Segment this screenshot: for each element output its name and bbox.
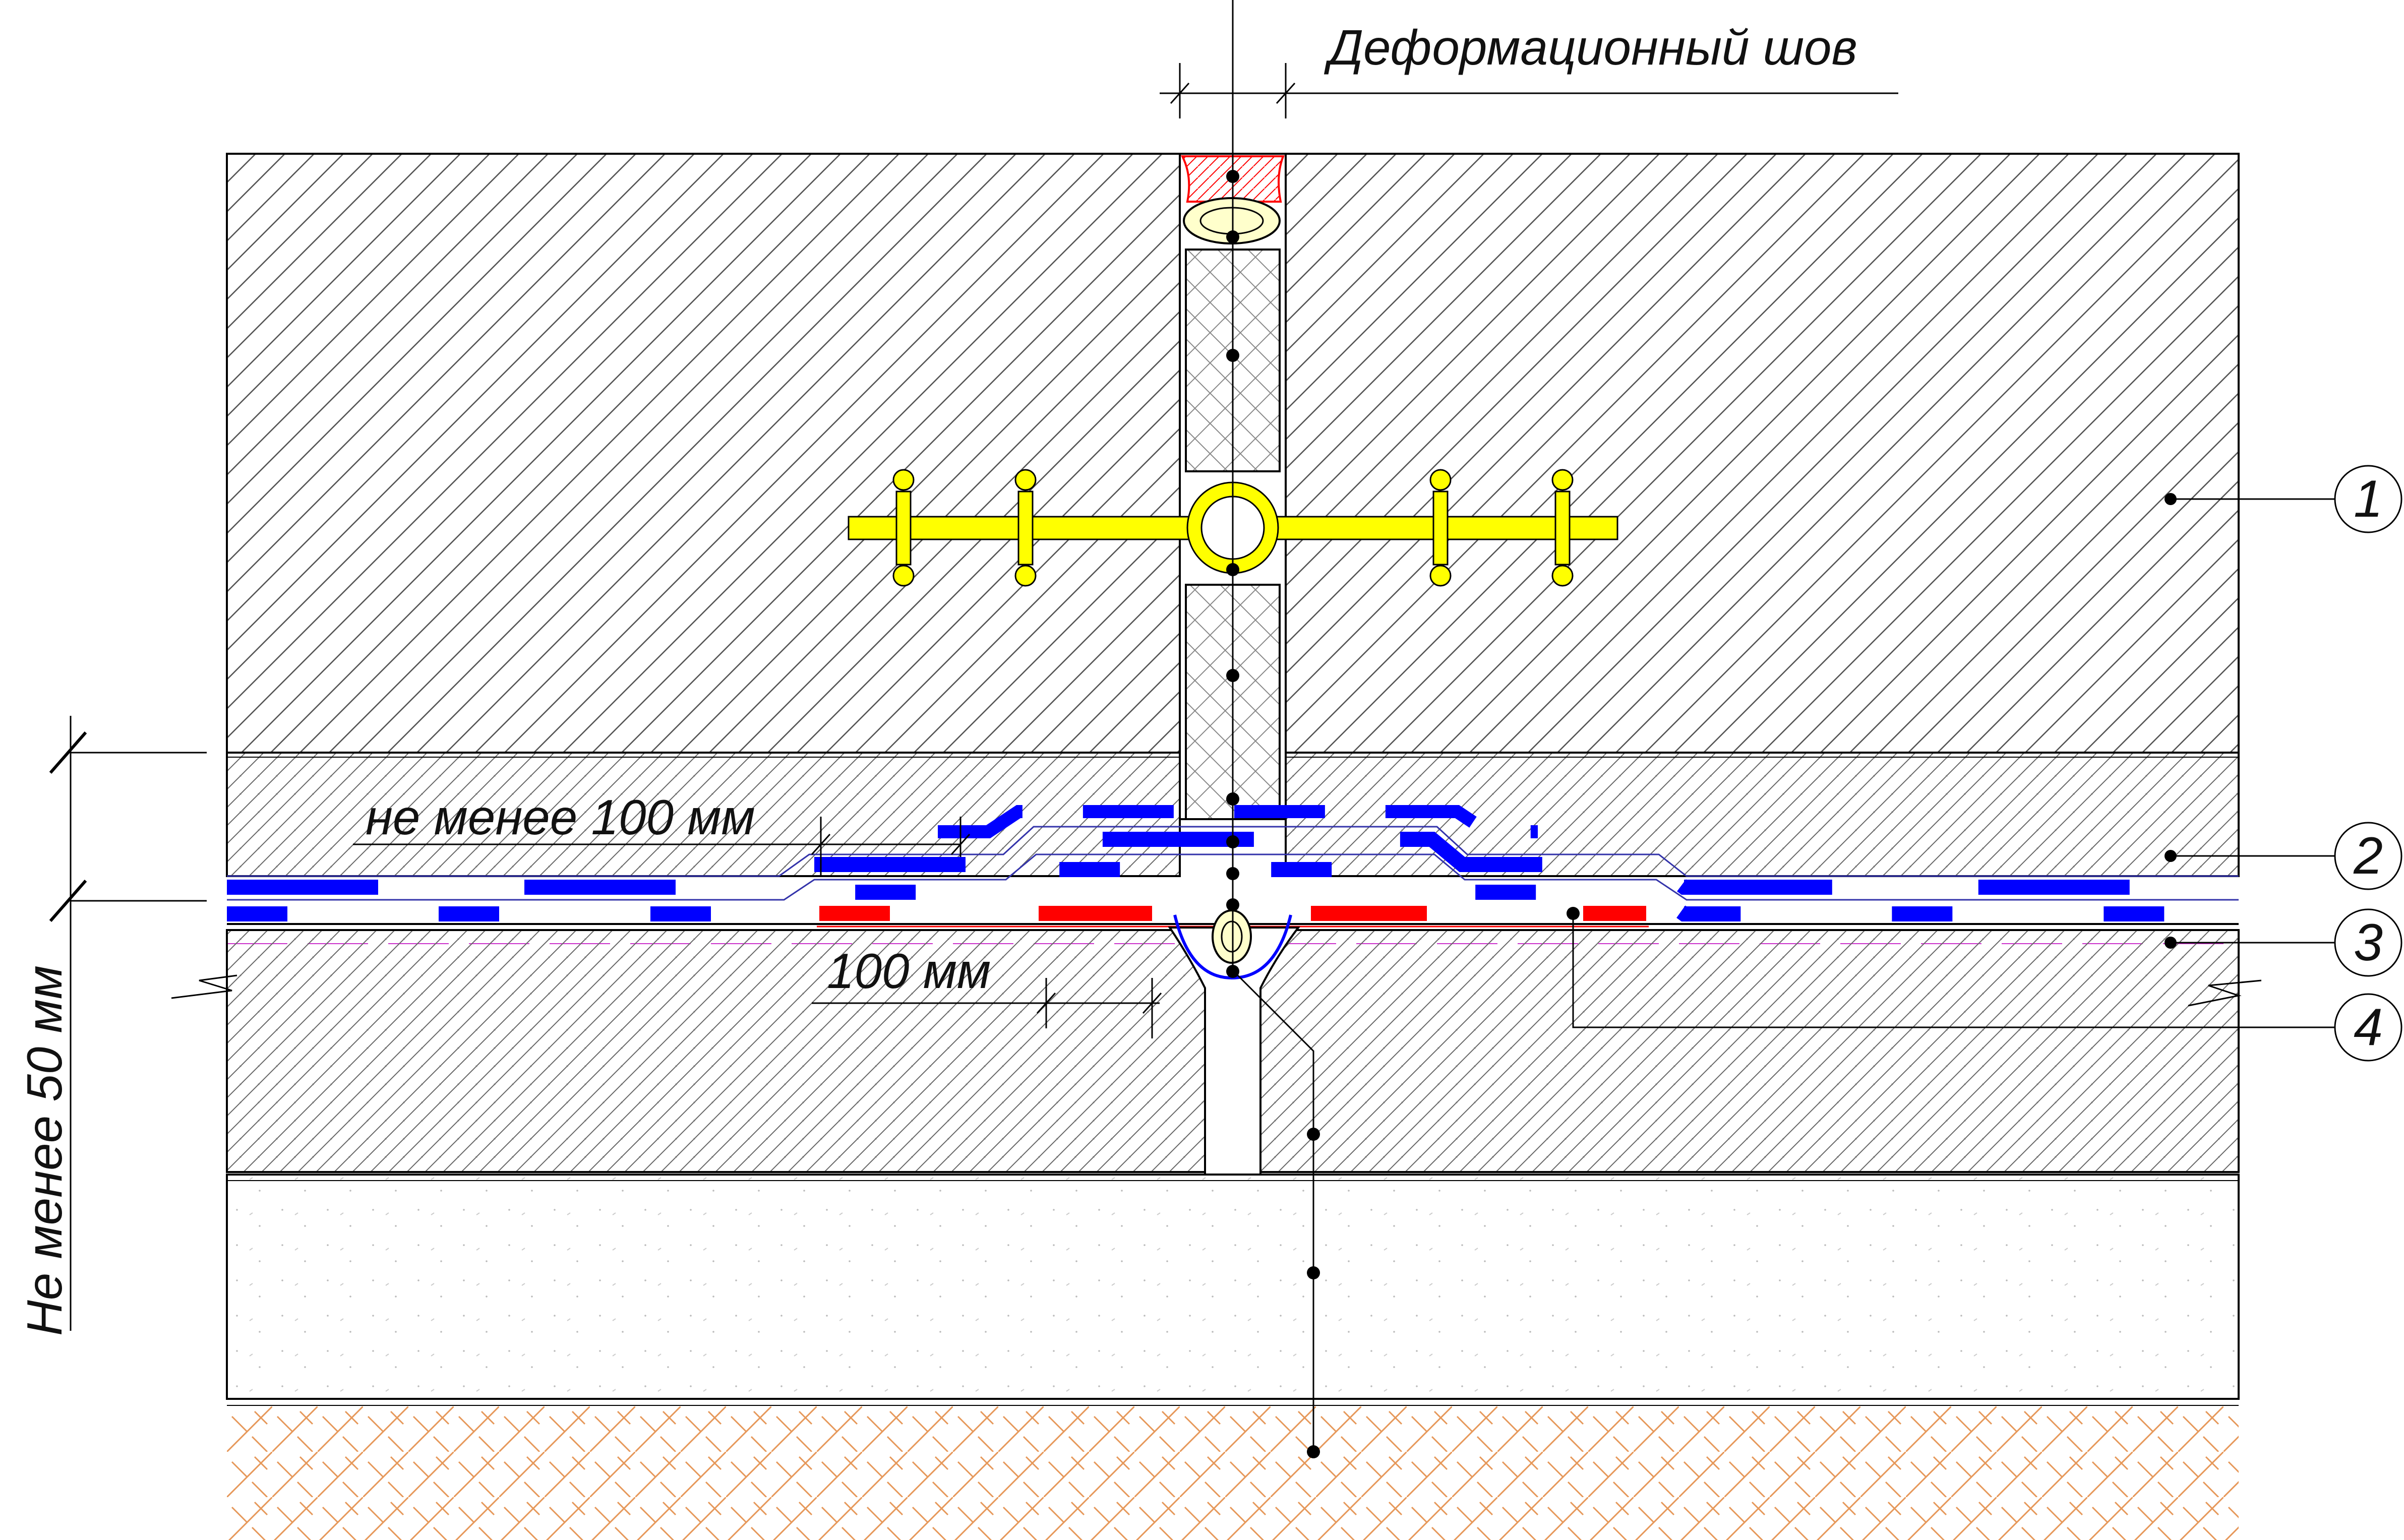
callout-1-number: 1 [2354, 470, 2383, 528]
joint-title: Деформационный шов [1324, 20, 1857, 75]
callout-2-number: 2 [2353, 827, 2383, 885]
backer-cord-bottom [1212, 909, 1252, 964]
joint-leader-lower [1232, 969, 1314, 1452]
soil-layer [227, 1406, 2239, 1540]
concrete-slab-right [1285, 153, 2240, 754]
backer-cord-bottom-inner [1221, 920, 1243, 953]
overlap-bottom-label: 100 мм [827, 943, 991, 999]
overlap-top-dimension [353, 817, 971, 877]
joint-width-dimension [1160, 63, 1898, 118]
base-layer [226, 1174, 2240, 1400]
backer-cord-top [1183, 197, 1281, 244]
break-left [171, 974, 237, 999]
min-thickness-label: Не менее 50 мм [17, 965, 72, 1336]
base-concrete-left [226, 929, 1206, 1173]
callout-2: 2 [2165, 822, 2402, 890]
callout-1: 1 [2165, 465, 2402, 533]
callout-4: 4 [1567, 907, 2402, 1062]
thickness-dimension [49, 716, 207, 1331]
joint-marker-dots [1226, 170, 1320, 1458]
concrete-slab-left [226, 153, 1181, 754]
reinforcing-tape [819, 906, 1646, 921]
membrane-loop [1173, 914, 1292, 980]
overlap-top-label: не менее 100 мм [366, 789, 755, 845]
base-concrete-right [1259, 929, 2240, 1173]
callout-3-number: 3 [2354, 913, 2383, 972]
break-right [2188, 979, 2262, 1007]
callout-3: 3 [2165, 908, 2402, 977]
callout-4-number: 4 [2354, 998, 2383, 1057]
waterstop [848, 469, 1618, 587]
overlap-bottom-dimension [812, 978, 1162, 1038]
